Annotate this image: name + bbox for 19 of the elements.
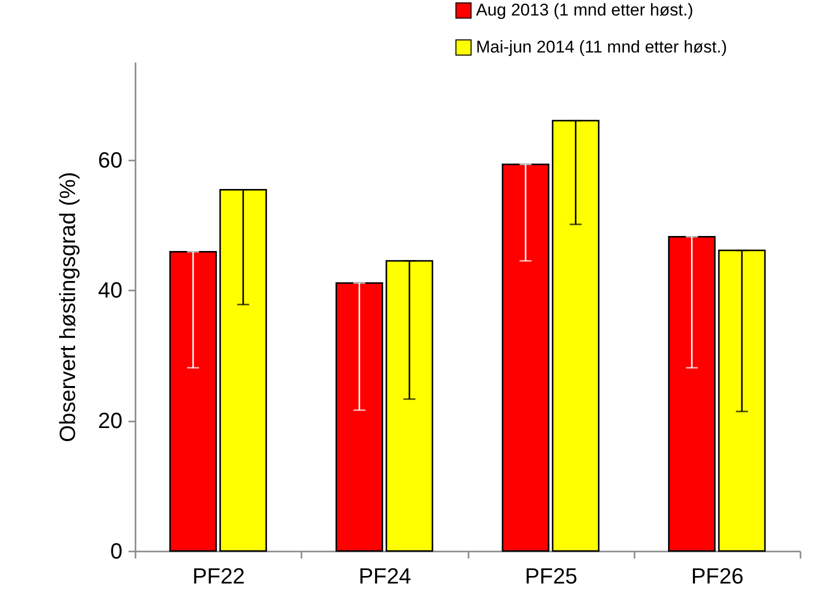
- y-tick-label: 60: [98, 147, 122, 172]
- x-tick-label: PF22: [192, 564, 245, 588]
- bar: [502, 164, 550, 552]
- legend-label: Aug 2013 (1 mnd etter høst.): [476, 0, 694, 20]
- x-tick-label: PF26: [691, 564, 744, 588]
- x-tick-label: PF24: [358, 564, 412, 588]
- y-axis-title: Observert høstingsgrad (%): [55, 172, 80, 442]
- bar: [386, 260, 434, 552]
- bar: [552, 120, 600, 552]
- bar: [169, 250, 217, 552]
- bar: [336, 282, 384, 552]
- legend-label: Mai-jun 2014 (11 mnd etter høst.): [476, 38, 728, 56]
- y-tick-label: 40: [98, 278, 122, 303]
- bar: [718, 250, 766, 552]
- y-tick-label: 0: [110, 538, 122, 564]
- x-tick-label: PF25: [524, 564, 578, 588]
- y-tick-label: 20: [98, 408, 122, 434]
- bar: [668, 236, 716, 552]
- bar: [219, 189, 267, 552]
